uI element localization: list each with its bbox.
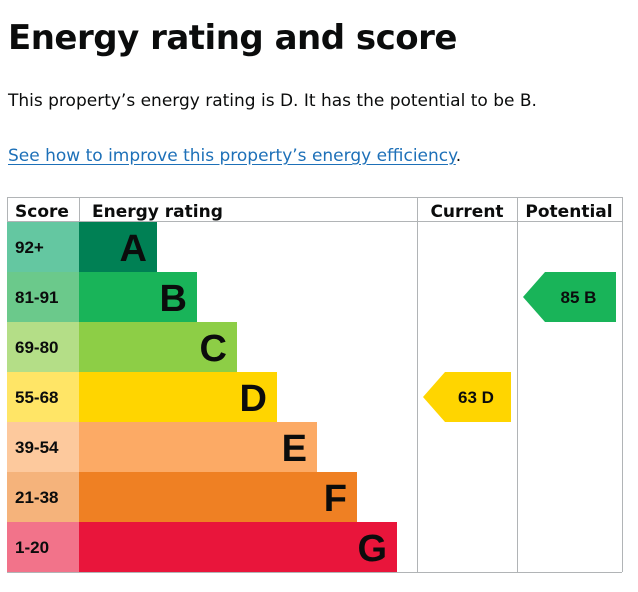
band-letter: D xyxy=(240,378,267,420)
page-title: Energy rating and score xyxy=(8,18,458,58)
band-letter: G xyxy=(357,528,387,570)
band-score-label: 69-80 xyxy=(15,338,58,357)
improve-link-line: See how to improve this property’s energ… xyxy=(8,145,461,167)
band-score-label: 1-20 xyxy=(15,538,49,557)
link-suffix: . xyxy=(455,146,462,166)
header-potential: Potential xyxy=(525,202,612,222)
band-letter: B xyxy=(160,278,187,320)
current-rating-arrow: 63 D xyxy=(423,372,511,422)
band-score-cell xyxy=(7,472,79,522)
band-score-label: 39-54 xyxy=(15,438,59,457)
potential-rating-arrow-label: 85 B xyxy=(561,288,597,307)
improve-efficiency-link[interactable]: See how to improve this property’s energ… xyxy=(8,146,456,166)
band-score-label: 21-38 xyxy=(15,488,58,507)
band-score-cell xyxy=(7,372,79,422)
band-a: 92+ A xyxy=(7,222,157,272)
current-rating-arrow-label: 63 D xyxy=(458,388,494,407)
band-letter: F xyxy=(324,478,347,520)
band-score-cell xyxy=(7,322,79,372)
band-score-cell xyxy=(7,222,79,272)
rating-bands: 92+ A 81-91 B 69-80 C 55-68 D 39-54 E 21-38 F 1-20 G xyxy=(7,222,397,572)
band-g: 1-20 G xyxy=(7,522,397,572)
chart-headers: Score Energy rating Current Potential xyxy=(15,202,613,222)
band-d: 55-68 D xyxy=(7,372,277,422)
band-score-label: 55-68 xyxy=(15,388,58,407)
rating-arrows: 63 D 85 B xyxy=(423,272,616,422)
band-c: 69-80 C xyxy=(7,322,237,372)
band-bar xyxy=(79,472,357,522)
band-letter: E xyxy=(282,428,307,470)
band-bar xyxy=(79,272,197,322)
band-score-cell xyxy=(7,272,79,322)
band-b: 81-91 B xyxy=(7,272,197,322)
rating-summary: This property’s energy rating is D. It h… xyxy=(8,91,537,111)
band-bar xyxy=(79,422,317,472)
band-bar xyxy=(79,322,237,372)
band-score-label: 92+ xyxy=(15,238,44,257)
header-current: Current xyxy=(430,202,503,222)
band-e: 39-54 E xyxy=(7,422,317,472)
band-score-label: 81-91 xyxy=(15,288,58,307)
band-bar xyxy=(79,522,397,572)
band-f: 21-38 F xyxy=(7,472,357,522)
band-score-cell xyxy=(7,522,79,572)
band-score-cell xyxy=(7,422,79,472)
band-letter: C xyxy=(200,328,227,370)
potential-rating-arrow-shape xyxy=(523,272,616,322)
band-letter: A xyxy=(120,228,147,270)
header-score: Score xyxy=(15,202,69,222)
potential-rating-arrow: 85 B xyxy=(523,272,616,322)
current-rating-arrow-shape xyxy=(423,372,511,422)
band-bar xyxy=(79,372,277,422)
band-bar xyxy=(79,222,157,272)
header-energy-rating: Energy rating xyxy=(92,202,223,222)
